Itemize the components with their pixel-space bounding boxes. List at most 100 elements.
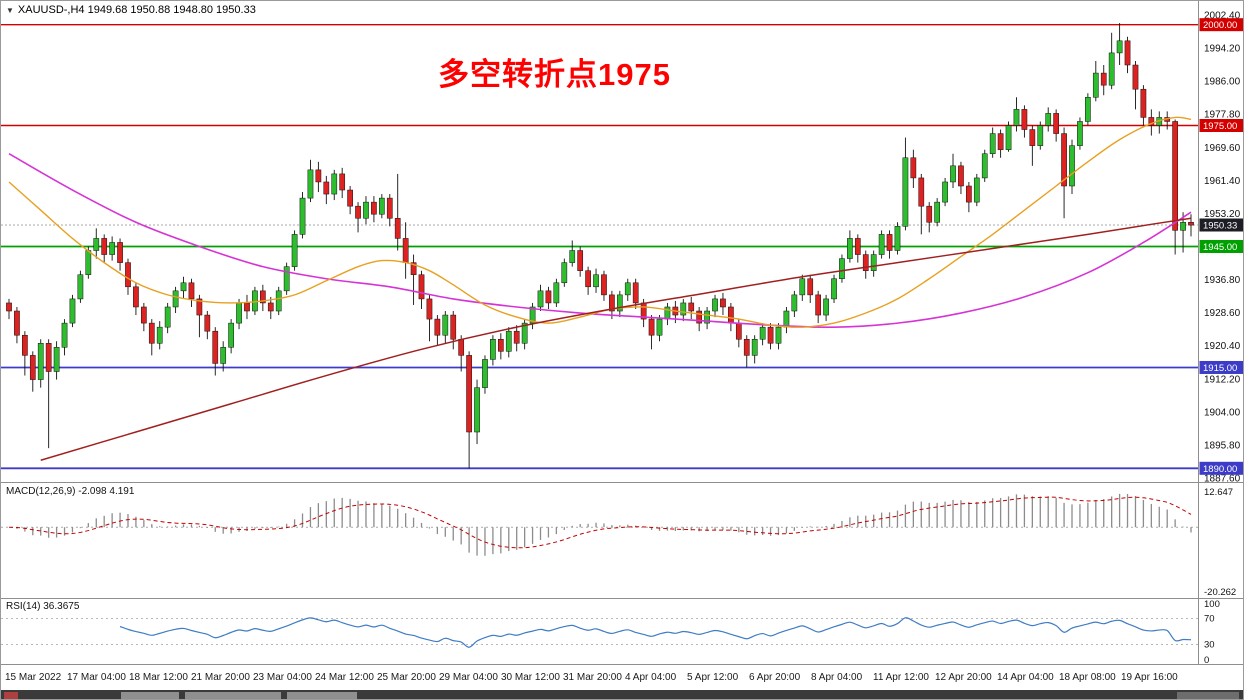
time-axis-label: 23 Mar 04:00 [253, 672, 312, 683]
candle-down [1053, 113, 1059, 134]
candle-down [1172, 121, 1178, 231]
candle-up [164, 306, 171, 328]
svg-text:100: 100 [1204, 599, 1220, 610]
candle-down [862, 254, 869, 271]
candle-up [823, 298, 829, 316]
candle-up [109, 242, 115, 255]
candle-up [442, 314, 449, 336]
svg-text:12.647: 12.647 [1204, 487, 1233, 498]
candle-up [482, 359, 488, 388]
svg-text:30: 30 [1204, 640, 1215, 651]
candle-up [228, 322, 234, 348]
time-axis-label: 21 Mar 20:00 [191, 672, 250, 683]
time-axis-label: 29 Mar 04:00 [439, 672, 498, 683]
svg-text:70: 70 [1204, 614, 1215, 625]
candle-up [505, 330, 512, 352]
candle-down [410, 262, 417, 275]
taskbar-fragment [1177, 692, 1239, 699]
candle-down [125, 262, 131, 288]
candle-down [720, 298, 726, 308]
candle-down [854, 238, 861, 255]
svg-text:1945.00: 1945.00 [1203, 242, 1237, 253]
svg-text:1912.20: 1912.20 [1204, 374, 1241, 385]
taskbar-fragment [185, 692, 281, 699]
time-axis-label: 8 Apr 04:00 [811, 672, 863, 683]
candle-up [950, 165, 956, 183]
candle-up [291, 234, 298, 267]
time-axis-label: 18 Apr 08:00 [1059, 672, 1116, 683]
candle-up [537, 290, 544, 308]
candle-down [997, 133, 1004, 150]
candle-up [878, 234, 885, 255]
taskbar-fragment [4, 692, 18, 699]
candle-up [236, 302, 242, 324]
price-chart-canvas[interactable]: 2002.40 1994.20 1986.00 1977.80 1969.60 1961.… [1, 1, 1244, 665]
candle-down [1124, 40, 1131, 66]
candle-up [490, 338, 496, 360]
candle-up [680, 302, 687, 316]
candle-down [497, 338, 504, 352]
candle-down [1029, 129, 1036, 146]
candle-down [450, 314, 457, 340]
candle-down [688, 302, 695, 312]
svg-text:-20.262: -20.262 [1204, 587, 1236, 598]
candle-down [767, 326, 774, 344]
symbol-menu-button[interactable]: ▼ [6, 5, 14, 15]
candle-down [188, 282, 195, 300]
symbol-info: ▼ XAUUSD-,H4 1949.68 1950.88 1948.80 195… [6, 4, 256, 16]
candle-up [751, 338, 758, 356]
candle-down [1132, 64, 1139, 90]
svg-text:1975.00: 1975.00 [1203, 121, 1237, 132]
candle-up [474, 387, 480, 433]
candle-down [1061, 133, 1067, 187]
candle-down [1148, 117, 1155, 126]
candle-down [323, 181, 330, 195]
candle-down [696, 310, 703, 324]
candle-down [148, 322, 155, 344]
candle-up [172, 290, 179, 308]
candle-up [799, 278, 806, 296]
candle-down [315, 169, 322, 183]
candle-down [807, 278, 814, 296]
candle-down [141, 306, 147, 324]
candle-down [1021, 109, 1028, 130]
candle-down [577, 250, 584, 271]
svg-text:2000.00: 2000.00 [1203, 20, 1237, 31]
candle-up [1108, 52, 1115, 86]
candle-up [712, 298, 718, 312]
candle-down [22, 334, 28, 356]
candle-down [117, 242, 123, 263]
candle-down [29, 355, 36, 380]
candle-down [886, 234, 893, 251]
candle-down [267, 302, 274, 312]
svg-text:1986.00: 1986.00 [1204, 77, 1241, 88]
candle-up [616, 294, 623, 312]
candle-up [656, 318, 663, 336]
candle-up [1005, 125, 1012, 150]
candle-down [910, 157, 917, 179]
time-axis-label: 24 Mar 12:00 [315, 672, 374, 683]
svg-text:1915.00: 1915.00 [1203, 363, 1237, 374]
time-axis-label: 30 Mar 12:00 [501, 672, 560, 683]
svg-text:2002.40: 2002.40 [1204, 11, 1241, 22]
time-axis[interactable]: 15 Mar 2022 17 Mar 04:00 18 Mar 12:00 21 Ma… [1, 665, 1243, 690]
candle-down [355, 205, 361, 219]
time-axis-label: 19 Apr 16:00 [1121, 672, 1178, 683]
candle-up [847, 238, 853, 259]
candle-up [894, 226, 901, 251]
candle-down [513, 330, 520, 344]
candle-up [783, 310, 790, 328]
candle-down [815, 294, 822, 316]
svg-text:1950.33: 1950.33 [1203, 220, 1237, 231]
svg-text:1928.60: 1928.60 [1204, 308, 1241, 319]
candle-up [973, 177, 980, 203]
taskbar-strip[interactable] [1, 690, 1243, 699]
candle-up [220, 347, 227, 364]
candle-down [347, 189, 353, 207]
candle-up [1116, 40, 1123, 54]
candle-down [434, 318, 441, 336]
candle-up [363, 201, 369, 219]
candle-down [632, 282, 639, 304]
candle-up [1180, 222, 1186, 231]
time-axis-label: 14 Apr 04:00 [997, 672, 1054, 683]
